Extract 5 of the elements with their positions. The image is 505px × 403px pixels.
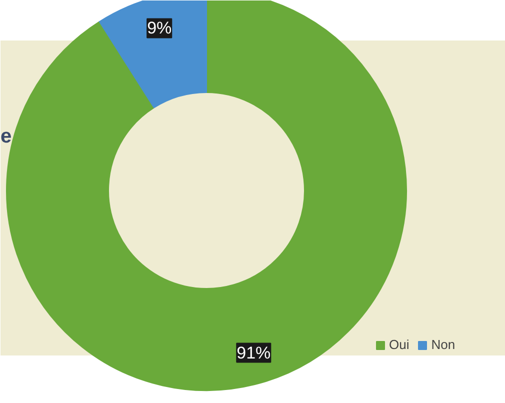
text: e [0,126,12,148]
data-label: 9% [147,18,172,38]
legend-label: Non [431,337,456,352]
legend-label: Oui [389,337,410,352]
data-label: 91% [236,343,271,362]
